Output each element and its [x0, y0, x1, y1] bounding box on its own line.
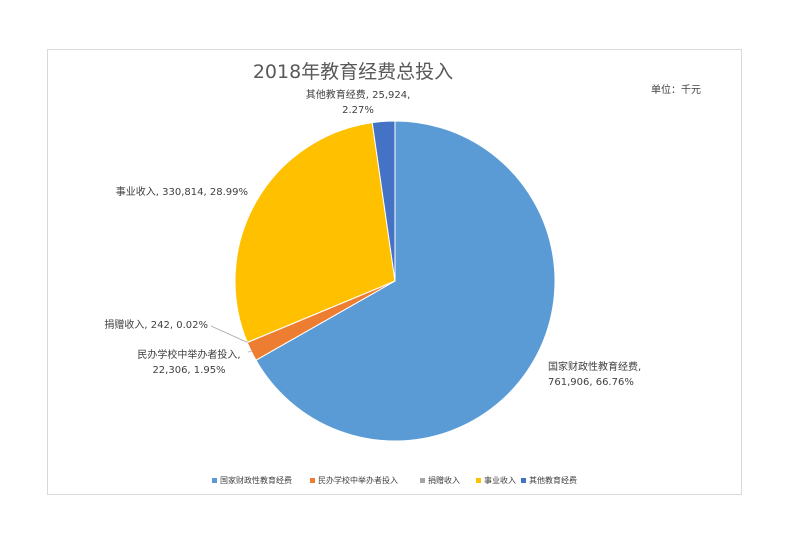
data-label-5: 其他教育经费, 25,924, 2.27%	[306, 88, 411, 116]
chart-title: 2018年教育经费总投入	[253, 61, 453, 83]
leader-lines	[210, 325, 252, 353]
legend: 国家财政性教育经费 民办学校中举办者投入 捐赠收入 事业收入 其他教育经费	[212, 475, 577, 485]
legend-item-1: 国家财政性教育经费	[212, 475, 292, 485]
pie-slice-5	[371, 120, 396, 282]
pie-slice-1	[255, 120, 556, 442]
legend-label-5: 其他教育经费	[529, 475, 577, 485]
leader-line-2	[247, 351, 252, 353]
legend-item-5: 其他教育经费	[521, 475, 577, 485]
pie-slices	[234, 120, 556, 442]
legend-label-3: 捐赠收入	[428, 475, 460, 485]
legend-swatch-2	[310, 478, 315, 483]
data-label-1: 国家财政性教育经费, 761,906, 66.76%	[548, 360, 641, 388]
legend-swatch-3	[420, 478, 425, 483]
data-label-4: 事业收入, 330,814, 28.99%	[116, 185, 248, 198]
legend-label-4: 事业收入	[484, 475, 516, 485]
legend-item-3: 捐赠收入	[420, 475, 460, 485]
data-labels: 国家财政性教育经费, 761,906, 66.76% 民办学校中举办者投入, 22,3…	[104, 88, 641, 388]
data-label-2: 民办学校中举办者投入, 22,306, 1.95%	[137, 348, 240, 376]
legend-item-2: 民办学校中举办者投入	[310, 475, 398, 485]
legend-item-4: 事业收入	[476, 475, 516, 485]
legend-swatch-4	[476, 478, 481, 483]
unit-note: 单位：千元	[651, 83, 701, 96]
legend-label-2: 民办学校中举办者投入	[318, 475, 398, 485]
leader-line-3	[210, 325, 248, 343]
pie-slice-4	[234, 122, 396, 343]
legend-label-1: 国家财政性教育经费	[220, 475, 292, 485]
data-label-3: 捐赠收入, 242, 0.02%	[104, 318, 208, 331]
legend-swatch-5	[521, 478, 526, 483]
legend-swatch-1	[212, 478, 217, 483]
